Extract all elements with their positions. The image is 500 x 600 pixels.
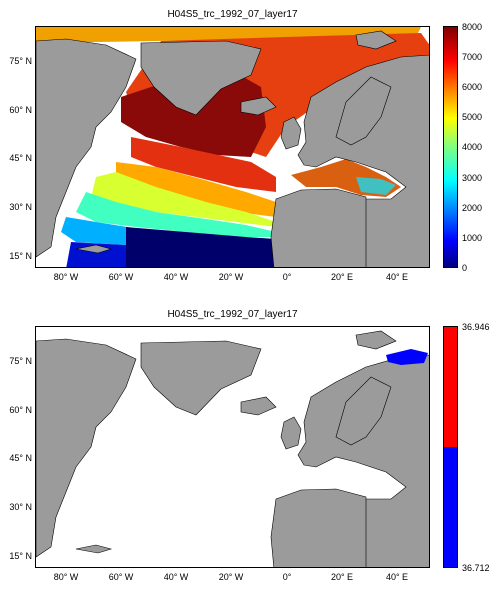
x-tick: 20° W [218,272,244,282]
y-tick: 75° N [9,356,32,366]
colorbar-2 [443,326,458,568]
y-tick: 75° N [9,56,32,66]
x-tick: 80° W [53,572,79,582]
panel-2-title: H04S5_trc_1992_07_layer17 [167,309,298,320]
x-tick: 60° W [108,572,134,582]
x-tick: 60° W [108,272,134,282]
land-masses [36,30,429,267]
x-tick: 0° [282,572,292,582]
y-tick: 45° N [9,153,32,163]
colorbar-tick: 0 [462,263,468,273]
x-tick: 40° W [163,272,189,282]
map-svg-2 [36,330,429,567]
x-tick: 40° E [385,272,409,282]
y-tick: 15° N [9,551,32,561]
x-tick: 80° W [53,272,79,282]
map-svg-1 [36,27,429,267]
colorbar-tick: 36.946 [462,322,490,332]
y-tick: 30° N [9,202,32,212]
y-tick: 15° N [9,251,32,261]
map-panel-2: H04S5_trc_1992_07_layer17 75° N 60° N 45… [0,300,500,600]
colorbar-tick: 36.712 [462,563,490,573]
map-panel-1: H04S5_trc_1992_07_layer17 [9,9,483,282]
panel-1-title: H04S5_trc_1992_07_layer17 [167,9,298,20]
colorbar-tick: 1000 [462,233,483,243]
colorbar-tick: 7000 [462,52,483,62]
colorbar-tick: 6000 [462,82,483,92]
colorbar-tick: 3000 [462,173,483,183]
map-area-1 [35,26,430,268]
map-area-2 [35,326,430,568]
colorbar-tick: 8000 [462,22,483,32]
y-tick: 60° N [9,105,32,115]
y-tick: 30° N [9,502,32,512]
x-tick: 0° [282,272,292,282]
x-tick: 20° E [330,272,354,282]
tracer-patch [386,349,428,365]
land-masses [36,330,429,567]
colorbar-1 [443,26,458,268]
x-tick: 20° E [330,572,354,582]
x-tick: 40° W [163,572,189,582]
x-tick: 40° E [385,572,409,582]
x-tick: 20° W [218,572,244,582]
colorbar-tick: 2000 [462,203,483,213]
y-tick: 60° N [9,405,32,415]
colorbar-tick: 5000 [462,112,483,122]
y-tick: 45° N [9,453,32,463]
colorbar-tick: 4000 [462,142,483,152]
